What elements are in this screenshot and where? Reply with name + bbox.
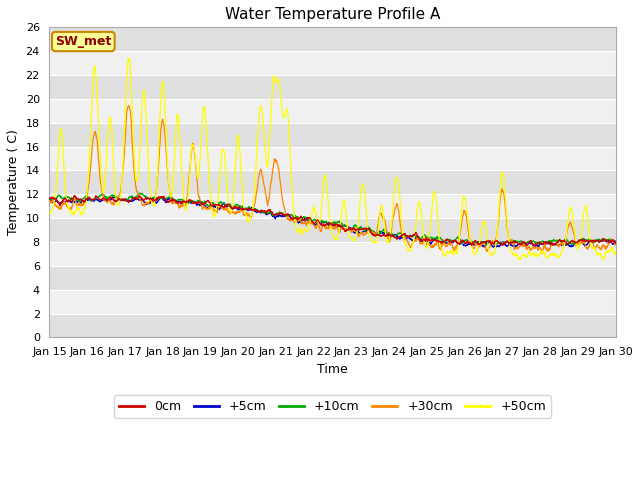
Bar: [49, 27, 616, 51]
Text: SW_met: SW_met: [55, 35, 111, 48]
Y-axis label: Temperature ( C): Temperature ( C): [7, 130, 20, 235]
Title: Water Temperature Profile A: Water Temperature Profile A: [225, 7, 440, 22]
Bar: [49, 170, 616, 194]
Bar: [49, 290, 616, 313]
Bar: [49, 99, 616, 123]
Legend: 0cm, +5cm, +10cm, +30cm, +50cm: 0cm, +5cm, +10cm, +30cm, +50cm: [114, 395, 551, 418]
Bar: [49, 75, 616, 99]
Bar: [49, 51, 616, 75]
Bar: [49, 313, 616, 337]
Bar: [49, 123, 616, 146]
Bar: [49, 146, 616, 170]
Bar: [49, 218, 616, 242]
Bar: [49, 242, 616, 266]
X-axis label: Time: Time: [317, 363, 348, 376]
Bar: [49, 194, 616, 218]
Bar: [49, 266, 616, 290]
